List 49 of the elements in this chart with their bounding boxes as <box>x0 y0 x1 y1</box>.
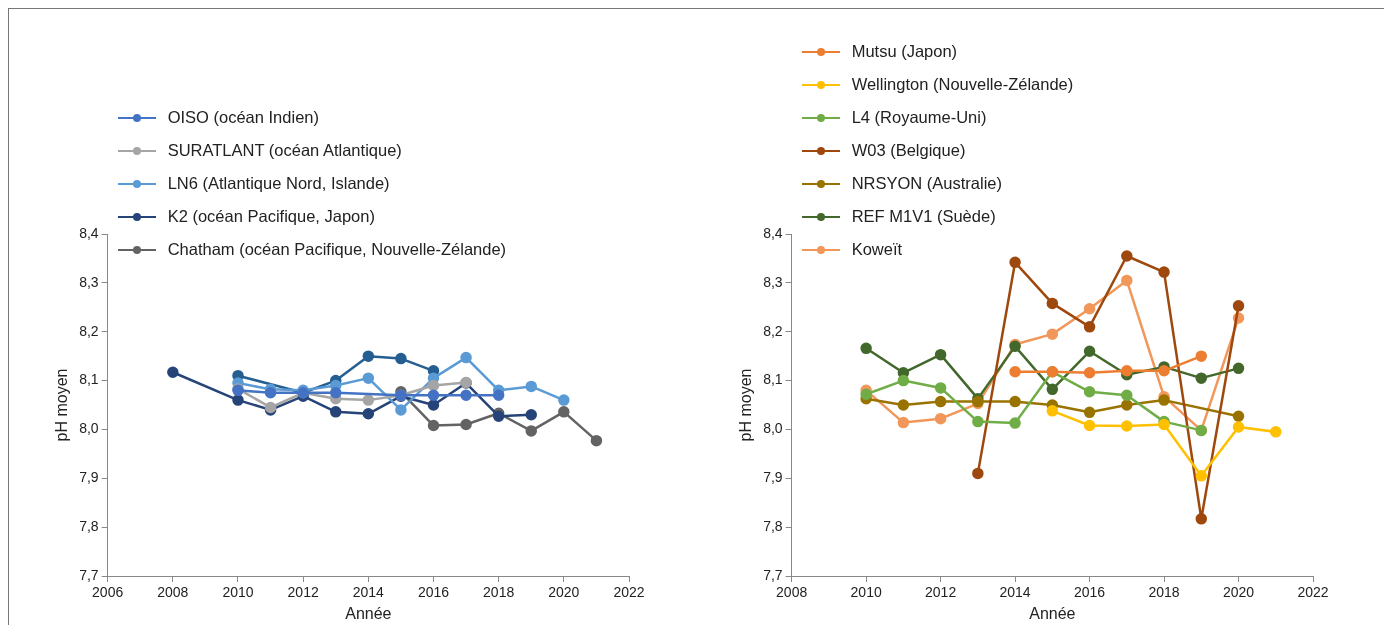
legend-label: K2 (océan Pacifique, Japon) <box>167 207 375 226</box>
y-tick-label: 7,9 <box>763 469 783 486</box>
x-axis-title: Année <box>345 604 392 622</box>
legend-label: Koweït <box>851 240 903 259</box>
y-tick-label: 8,1 <box>79 371 99 388</box>
y-tick-label: 8,1 <box>763 371 783 388</box>
legend-label: Wellington (Nouvelle-Zélande) <box>851 75 1074 94</box>
legend-label: L4 (Royaume-Uni) <box>851 108 987 127</box>
x-tick-label: 2018 <box>1148 584 1180 601</box>
legend-label: W03 (Belgique) <box>851 141 966 160</box>
y-axis-title: pH moyen <box>53 368 71 442</box>
legend-label: REF M1V1 (Suède) <box>851 207 996 226</box>
x-axis-title: Année <box>1029 604 1076 622</box>
legend-label: LN6 (Atlantique Nord, Islande) <box>167 174 390 193</box>
x-tick-label: 2008 <box>157 584 189 601</box>
x-tick-label: 2020 <box>548 584 580 601</box>
x-tick-label: 2022 <box>613 584 645 601</box>
y-tick-label: 8,4 <box>763 224 783 241</box>
legend-label: SURATLANT (océan Atlantique) <box>167 141 402 160</box>
y-tick-label: 7,8 <box>79 518 99 534</box>
x-tick-label: 2006 <box>92 584 124 601</box>
y-tick-label: 7,9 <box>79 469 99 486</box>
y-tick-label: 8,2 <box>79 322 99 339</box>
x-tick-label: 2012 <box>925 584 957 601</box>
x-tick-label: 2022 <box>1297 584 1329 601</box>
legend-label: Mutsu (Japon) <box>851 42 958 61</box>
x-tick-label: 2008 <box>776 584 808 601</box>
y-tick-label: 8,0 <box>79 420 99 437</box>
legend-label: Chatham (océan Pacifique, Nouvelle-Zélande) <box>167 240 507 259</box>
x-tick-label: 2020 <box>1222 584 1255 601</box>
y-tick-label: 7,7 <box>79 566 99 583</box>
x-tick-label: 2010 <box>222 584 254 601</box>
y-tick-label: 8,0 <box>763 420 783 437</box>
x-tick-label: 2016 <box>417 584 450 601</box>
x-tick-label: 2018 <box>483 584 515 601</box>
y-tick-label: 8,4 <box>79 224 99 241</box>
y-tick-label: 8,3 <box>79 273 99 290</box>
x-tick-label: 2014 <box>352 584 385 601</box>
y-tick-label: 8,3 <box>763 273 783 290</box>
legend-label: OISO (océan Indien) <box>167 108 319 127</box>
x-tick-label: 2012 <box>287 584 319 601</box>
x-tick-label: 2016 <box>1073 584 1106 601</box>
y-tick-label: 8,2 <box>763 322 783 339</box>
x-tick-label: 2014 <box>999 584 1031 601</box>
y-tick-label: 7,7 <box>763 566 783 583</box>
y-axis-title: pH moyen <box>737 368 755 442</box>
x-tick-label: 2010 <box>850 584 882 601</box>
y-tick-label: 7,8 <box>763 518 783 534</box>
legend-label: NRSYON (Australie) <box>851 174 1003 193</box>
